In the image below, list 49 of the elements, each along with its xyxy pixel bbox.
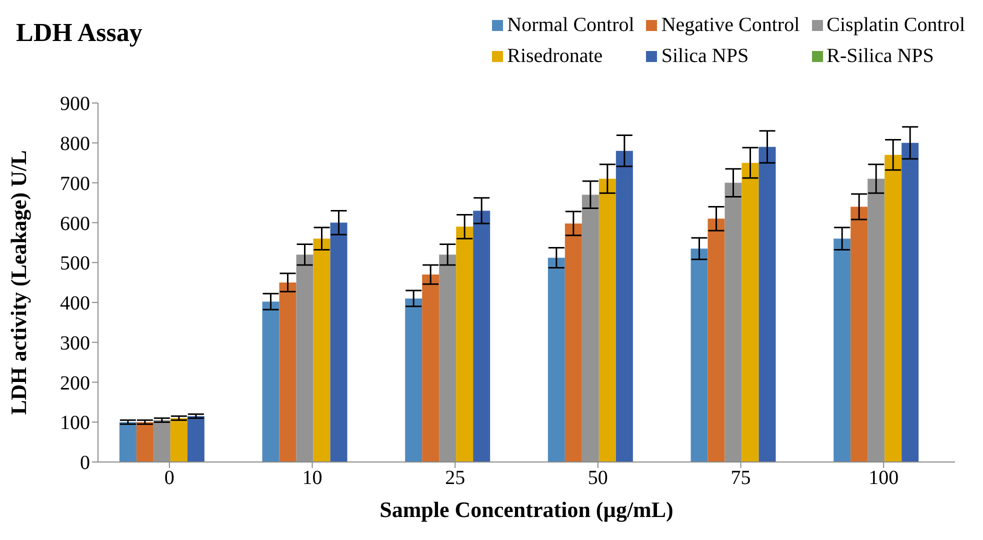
x-tick-label: 50	[588, 467, 608, 490]
legend-label: Silica NPS	[661, 45, 749, 68]
chart-title: LDH Assay	[16, 18, 142, 48]
bar	[422, 274, 440, 462]
legend-label: Negative Control	[661, 14, 800, 37]
bar	[742, 162, 759, 462]
bar	[548, 258, 565, 462]
x-tick-label: 0	[164, 467, 174, 490]
bar	[405, 298, 422, 462]
x-tick-label: 10	[302, 467, 322, 490]
y-tick-label: 900	[60, 93, 90, 116]
y-tick-label: 800	[60, 132, 90, 155]
bar	[119, 422, 136, 462]
bar	[834, 238, 851, 462]
y-tick-label: 100	[60, 412, 90, 434]
x-tick-label: 75	[730, 467, 751, 490]
bar	[456, 226, 474, 462]
bar	[313, 238, 330, 462]
legend-label: R-Silica NPS	[826, 45, 934, 68]
x-tick-label: 100	[868, 467, 899, 490]
bar	[884, 154, 902, 462]
y-tick-label: 600	[60, 212, 90, 235]
bar	[598, 178, 616, 462]
bar	[262, 302, 280, 462]
bar	[473, 210, 490, 462]
y-axis-title: LDH activity (Leakage) U/L	[6, 150, 31, 415]
bar	[616, 150, 633, 462]
x-tick-label: 25	[445, 467, 466, 490]
bar	[330, 222, 348, 462]
bar	[170, 418, 188, 462]
bar	[758, 146, 776, 462]
legend-label: Cisplatin Control	[826, 14, 965, 37]
bar	[690, 248, 708, 462]
bar	[850, 206, 868, 462]
legend-label: Normal Control	[507, 14, 634, 37]
y-tick-label: 400	[60, 292, 90, 315]
y-tick-label: 700	[60, 172, 90, 195]
bar	[564, 223, 582, 462]
bar	[279, 282, 296, 462]
y-tick-label: 300	[60, 332, 90, 354]
bar	[708, 218, 725, 462]
y-tick-label: 200	[60, 372, 90, 394]
y-tick-label: 0	[80, 452, 90, 474]
bar	[187, 416, 204, 462]
y-tick-label: 500	[60, 252, 90, 275]
legend-label: Risedronate	[507, 45, 603, 68]
x-axis-title: Sample Concentration (µg/mL)	[380, 497, 674, 522]
bar	[902, 142, 919, 462]
bar	[136, 422, 154, 462]
